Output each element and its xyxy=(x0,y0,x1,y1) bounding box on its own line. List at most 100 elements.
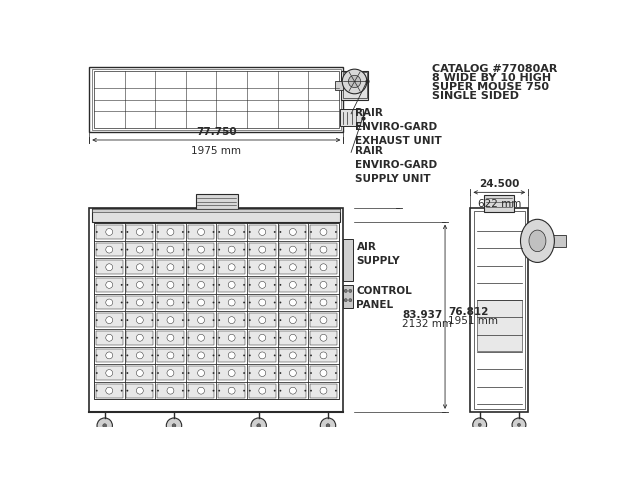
Bar xyxy=(280,331,307,345)
Circle shape xyxy=(127,319,128,321)
Circle shape xyxy=(152,301,153,303)
Bar xyxy=(280,384,307,397)
Circle shape xyxy=(97,418,113,433)
Circle shape xyxy=(182,319,184,321)
Bar xyxy=(94,72,339,128)
Circle shape xyxy=(335,266,337,268)
Bar xyxy=(186,241,216,258)
Circle shape xyxy=(152,354,153,356)
Circle shape xyxy=(320,228,327,235)
Text: RAIR
ENVIRO-GARD
EXHAUST UNIT: RAIR ENVIRO-GARD EXHAUST UNIT xyxy=(355,108,442,145)
Circle shape xyxy=(121,231,123,233)
Circle shape xyxy=(228,334,235,341)
Circle shape xyxy=(289,387,296,394)
Bar xyxy=(90,67,344,132)
Circle shape xyxy=(259,317,266,324)
Circle shape xyxy=(280,319,282,321)
Text: SINGLE SIDED: SINGLE SIDED xyxy=(432,92,519,101)
Bar xyxy=(155,294,186,312)
Bar xyxy=(96,384,123,397)
Circle shape xyxy=(289,317,296,324)
Circle shape xyxy=(274,372,276,374)
Bar xyxy=(96,278,123,292)
Circle shape xyxy=(257,424,260,428)
Circle shape xyxy=(157,266,159,268)
Circle shape xyxy=(182,231,184,233)
Circle shape xyxy=(289,228,296,235)
Circle shape xyxy=(228,317,235,324)
Bar xyxy=(247,382,278,399)
Bar xyxy=(280,366,307,380)
Circle shape xyxy=(167,352,174,359)
Circle shape xyxy=(96,301,98,303)
Circle shape xyxy=(152,337,153,339)
Bar xyxy=(155,223,186,241)
Bar xyxy=(188,331,214,345)
Circle shape xyxy=(218,354,220,356)
Bar xyxy=(127,313,153,327)
Bar xyxy=(188,225,214,239)
Bar xyxy=(94,382,125,399)
Circle shape xyxy=(157,301,159,303)
Bar xyxy=(280,313,307,327)
Bar xyxy=(125,347,155,364)
Circle shape xyxy=(342,69,367,94)
Bar xyxy=(247,223,278,241)
Bar xyxy=(125,382,155,399)
Bar xyxy=(310,225,337,239)
Bar xyxy=(127,260,153,274)
Circle shape xyxy=(127,284,128,286)
Bar xyxy=(186,223,216,241)
Circle shape xyxy=(310,249,312,251)
Bar xyxy=(218,243,245,256)
Circle shape xyxy=(136,370,143,376)
Circle shape xyxy=(198,387,205,394)
Circle shape xyxy=(289,246,296,253)
Ellipse shape xyxy=(520,219,554,263)
Bar xyxy=(157,278,184,292)
Circle shape xyxy=(136,334,143,341)
Circle shape xyxy=(305,249,307,251)
Circle shape xyxy=(127,337,128,339)
Circle shape xyxy=(136,246,143,253)
Circle shape xyxy=(167,264,174,271)
Text: 83.937: 83.937 xyxy=(402,310,442,320)
Bar xyxy=(157,260,184,274)
Bar xyxy=(127,243,153,256)
Circle shape xyxy=(335,231,337,233)
Circle shape xyxy=(344,299,348,302)
Bar xyxy=(249,366,276,380)
Bar xyxy=(188,313,214,327)
Circle shape xyxy=(280,231,282,233)
Bar xyxy=(186,276,216,294)
Bar xyxy=(188,260,214,274)
Bar xyxy=(484,195,515,212)
Bar xyxy=(247,347,278,364)
Circle shape xyxy=(96,266,98,268)
Bar xyxy=(157,348,184,362)
Circle shape xyxy=(136,264,143,271)
Bar xyxy=(310,348,337,362)
Text: 76.812: 76.812 xyxy=(448,307,488,317)
Bar xyxy=(310,366,337,380)
Bar xyxy=(310,243,337,256)
Circle shape xyxy=(188,249,189,251)
Bar xyxy=(278,294,308,312)
Bar xyxy=(92,208,340,222)
Bar xyxy=(125,258,155,276)
Circle shape xyxy=(198,228,205,235)
Circle shape xyxy=(274,231,276,233)
Circle shape xyxy=(335,301,337,303)
Bar xyxy=(157,331,184,345)
Bar xyxy=(308,276,339,294)
Circle shape xyxy=(167,246,174,253)
Circle shape xyxy=(106,370,113,376)
Circle shape xyxy=(182,284,184,286)
Bar xyxy=(247,312,278,329)
Circle shape xyxy=(274,301,276,303)
Bar xyxy=(247,294,278,312)
Circle shape xyxy=(517,423,520,426)
Bar xyxy=(157,225,184,239)
Circle shape xyxy=(274,337,276,339)
Bar xyxy=(125,241,155,258)
